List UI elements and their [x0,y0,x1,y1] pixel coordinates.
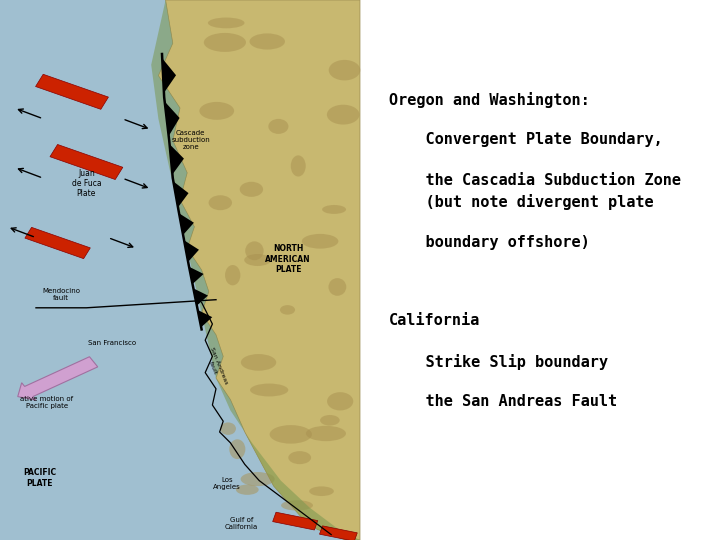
Ellipse shape [209,195,232,210]
Ellipse shape [225,265,240,285]
Text: San Andreas
fault: San Andreas fault [204,347,228,388]
Bar [0,0,360,540]
Ellipse shape [250,383,288,396]
Text: the Cascadia Subduction Zone: the Cascadia Subduction Zone [389,173,681,188]
Polygon shape [179,213,194,235]
Text: boundary offshore): boundary offshore) [389,235,590,250]
Polygon shape [35,75,109,109]
Ellipse shape [327,105,359,125]
Polygon shape [151,0,360,540]
Text: Los
Angeles: Los Angeles [213,477,240,490]
Ellipse shape [328,278,346,296]
Ellipse shape [302,234,338,248]
Text: California: California [389,313,480,328]
Ellipse shape [204,33,246,52]
Ellipse shape [229,439,246,459]
Text: the San Andreas Fault: the San Andreas Fault [389,394,617,409]
Text: Gulf of
California: Gulf of California [225,517,258,530]
Ellipse shape [306,426,346,441]
Text: Strike Slip boundary: Strike Slip boundary [389,354,608,370]
Text: Convergent Plate Boundary,: Convergent Plate Boundary, [389,132,662,147]
Text: ative motion of
Pacific plate: ative motion of Pacific plate [20,396,73,409]
Ellipse shape [199,102,234,120]
Polygon shape [25,227,90,259]
Polygon shape [273,512,318,530]
Text: Mendocino
fault: Mendocino fault [42,288,80,301]
Polygon shape [198,310,212,327]
Text: San Francisco: San Francisco [88,340,135,346]
Text: Cascade
subduction
zone: Cascade subduction zone [171,130,210,151]
Ellipse shape [236,484,258,495]
Ellipse shape [322,205,346,214]
Polygon shape [158,0,360,540]
Polygon shape [174,181,189,207]
Polygon shape [184,240,199,262]
Ellipse shape [240,182,263,197]
Text: NORTH
AMERICAN
PLATE: NORTH AMERICAN PLATE [265,244,311,274]
Ellipse shape [291,156,306,177]
Ellipse shape [309,487,334,496]
Polygon shape [189,267,204,284]
Ellipse shape [240,472,275,486]
Ellipse shape [220,422,236,435]
Ellipse shape [240,354,276,371]
Ellipse shape [327,392,354,410]
Ellipse shape [329,60,360,80]
Text: Juan
de Fuca
Plate: Juan de Fuca Plate [71,168,102,199]
Ellipse shape [288,451,311,464]
Polygon shape [165,102,179,136]
Polygon shape [50,145,123,179]
Ellipse shape [244,254,271,266]
Polygon shape [194,288,208,306]
Ellipse shape [250,33,285,50]
Ellipse shape [246,241,264,260]
Text: PACIFIC
PLATE: PACIFIC PLATE [23,468,56,488]
Polygon shape [320,526,357,540]
Ellipse shape [281,500,313,511]
Ellipse shape [269,425,312,444]
Polygon shape [162,58,176,93]
Ellipse shape [208,17,245,28]
Text: (but note divergent plate: (but note divergent plate [389,194,654,211]
FancyArrow shape [18,357,98,400]
Text: Oregon and Washington:: Oregon and Washington: [389,92,590,108]
Bar [360,0,720,540]
Ellipse shape [269,119,289,134]
Polygon shape [170,144,184,174]
Ellipse shape [280,305,295,315]
Ellipse shape [320,415,340,426]
